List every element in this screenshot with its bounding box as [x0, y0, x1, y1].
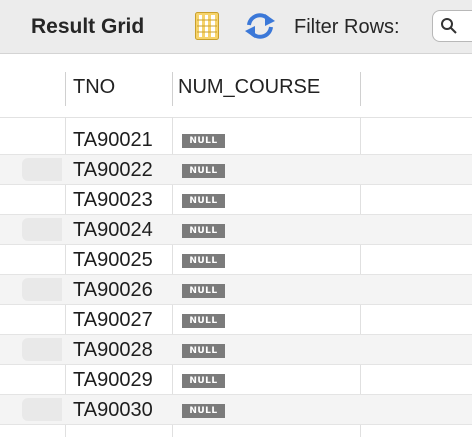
table-row[interactable]: TA90029 NULL: [0, 365, 472, 395]
null-badge[interactable]: NULL: [182, 254, 225, 268]
table-row[interactable]: TA90025 NULL: [0, 245, 472, 275]
table-row[interactable]: TA90027 NULL: [0, 305, 472, 335]
null-badge[interactable]: NULL: [182, 224, 225, 238]
table-row[interactable]: TA90028 NULL: [0, 335, 472, 365]
column-header-num-course[interactable]: NUM_COURSE: [178, 76, 321, 98]
cell-tno[interactable]: TA90025: [73, 249, 153, 271]
cell-tno[interactable]: TA90023: [73, 189, 153, 211]
grid-form-icon[interactable]: [195, 12, 219, 45]
result-grid: TNO NUM_COURSE TA90021 NULL TA90022 NULL…: [0, 55, 472, 437]
table-row[interactable]: TA90026 NULL: [0, 275, 472, 305]
table-row[interactable]: TA90030 NULL: [0, 395, 472, 425]
null-badge[interactable]: NULL: [182, 344, 225, 358]
refresh-icon[interactable]: [243, 12, 277, 45]
table-row[interactable]: TA90023 NULL: [0, 185, 472, 215]
cell-tno[interactable]: TA90021: [73, 129, 153, 151]
cell-tno[interactable]: TA90022: [73, 159, 153, 181]
cell-tno[interactable]: TA90027: [73, 309, 153, 331]
null-badge[interactable]: NULL: [182, 284, 225, 298]
null-badge[interactable]: NULL: [182, 134, 225, 148]
cell-tno[interactable]: TA90030: [73, 399, 153, 421]
column-separator[interactable]: [360, 72, 361, 106]
column-header-tno[interactable]: TNO: [73, 76, 116, 98]
row-selector[interactable]: [22, 398, 62, 421]
result-grid-title: Result Grid: [31, 15, 145, 38]
table-row[interactable]: TA90021 NULL: [0, 125, 472, 155]
column-separator[interactable]: [172, 72, 173, 106]
result-grid-toolbar: Result Grid Filter Rows:: [0, 0, 472, 54]
filter-rows-label: Filter Rows:: [294, 16, 400, 38]
cell-tno[interactable]: TA90026: [73, 279, 153, 301]
row-selector[interactable]: [22, 218, 62, 241]
table-row[interactable]: TA90024 NULL: [0, 215, 472, 245]
grid-rows: TA90021 NULL TA90022 NULL TA90023 NULL T…: [0, 125, 472, 425]
null-badge[interactable]: NULL: [182, 374, 225, 388]
cell-tno[interactable]: TA90029: [73, 369, 153, 391]
cell-tno[interactable]: TA90024: [73, 219, 153, 241]
null-badge[interactable]: NULL: [182, 314, 225, 328]
search-icon: [441, 18, 457, 34]
table-row[interactable]: TA90022 NULL: [0, 155, 472, 185]
column-separator[interactable]: [65, 72, 66, 106]
grid-header-row: TNO NUM_COURSE: [0, 55, 472, 118]
row-selector[interactable]: [22, 278, 62, 301]
null-badge[interactable]: NULL: [182, 404, 225, 418]
null-badge[interactable]: NULL: [182, 164, 225, 178]
cell-tno[interactable]: TA90028: [73, 339, 153, 361]
row-selector[interactable]: [22, 158, 62, 181]
null-badge[interactable]: NULL: [182, 194, 225, 208]
row-selector[interactable]: [22, 338, 62, 361]
filter-rows-input[interactable]: [432, 10, 472, 42]
